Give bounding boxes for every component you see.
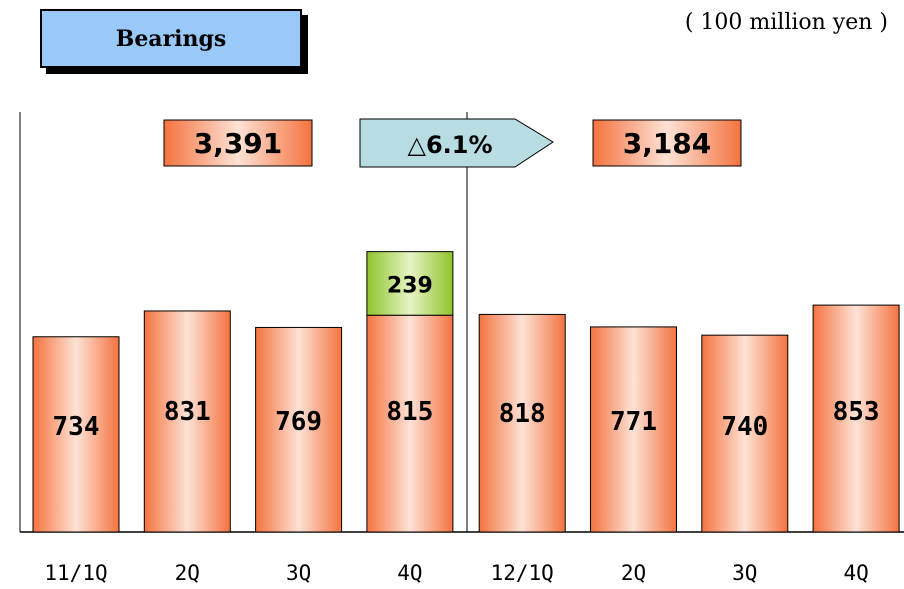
bar	[32, 336, 120, 533]
total-value-label: 3,391	[194, 127, 283, 160]
unit-label: ( 100 million yen )	[684, 10, 888, 35]
change-arrow	[359, 118, 554, 168]
bar-value-label: 734	[53, 412, 100, 442]
bar-extra	[366, 251, 454, 316]
bar-extra-value-label: 239	[387, 273, 433, 298]
x-tick-label: 2Q	[175, 561, 200, 585]
bar-value-label: 771	[610, 407, 657, 437]
bar	[812, 304, 900, 533]
bar	[143, 310, 231, 533]
bar-value-label: 818	[499, 399, 546, 429]
change-label: △6.1%	[407, 131, 492, 159]
x-tick-label: 2Q	[621, 561, 646, 585]
bar	[590, 326, 677, 533]
bar	[478, 313, 566, 533]
bar	[701, 334, 789, 533]
bar-value-label: 740	[721, 412, 768, 442]
total-box	[592, 119, 742, 167]
total-box	[163, 119, 313, 167]
bar-value-label: 831	[164, 397, 211, 427]
total-value-label: 3,184	[623, 127, 712, 160]
x-tick-label: 11/1Q	[44, 561, 107, 585]
x-tick-label: 3Q	[286, 561, 311, 585]
bar-value-label: 769	[275, 407, 322, 437]
x-tick-label: 4Q	[843, 561, 868, 585]
bar-value-label: 815	[386, 397, 433, 427]
chart-title-box: Bearings	[40, 9, 302, 68]
bar	[255, 326, 343, 533]
x-tick-label: 12/1Q	[491, 561, 554, 585]
bar	[366, 314, 454, 533]
bar-value-label: 853	[833, 397, 880, 427]
x-tick-label: 3Q	[732, 561, 757, 585]
x-tick-label: 4Q	[397, 561, 422, 585]
chart-title: Bearings	[115, 25, 227, 52]
